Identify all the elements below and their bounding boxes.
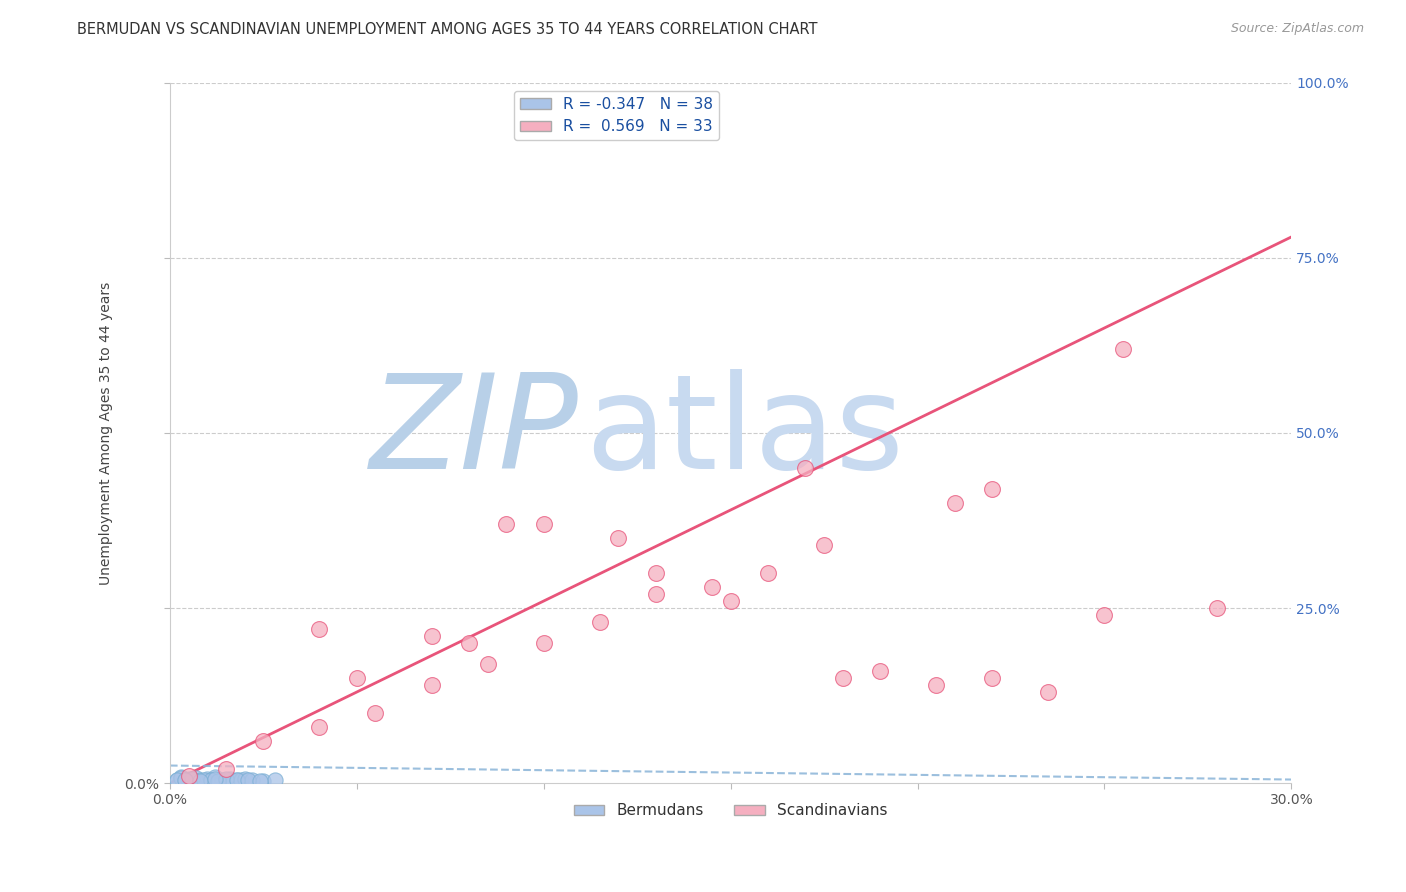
- Point: [215, 773, 238, 788]
- Point: [308, 720, 330, 734]
- Point: [222, 773, 245, 788]
- Point: [420, 678, 443, 692]
- Point: [177, 772, 200, 787]
- Point: [181, 772, 204, 786]
- Point: [700, 580, 723, 594]
- Point: [1038, 685, 1060, 699]
- Point: [364, 706, 387, 720]
- Point: [204, 771, 226, 785]
- Point: [181, 773, 204, 788]
- Point: [477, 657, 499, 671]
- Point: [193, 773, 215, 788]
- Point: [1112, 342, 1135, 356]
- Point: [249, 773, 271, 788]
- Point: [200, 772, 222, 787]
- Point: [458, 636, 481, 650]
- Point: [218, 772, 240, 786]
- Point: [193, 773, 215, 788]
- Point: [831, 671, 853, 685]
- Point: [184, 773, 207, 788]
- Point: [195, 772, 218, 786]
- Point: [308, 622, 330, 636]
- Point: [177, 769, 200, 783]
- Point: [869, 664, 891, 678]
- Point: [794, 461, 817, 475]
- Point: [170, 771, 193, 785]
- Point: [981, 671, 1004, 685]
- Point: [589, 615, 612, 629]
- Point: [166, 772, 188, 787]
- Point: [533, 636, 555, 650]
- Text: atlas: atlas: [585, 369, 904, 497]
- Point: [1205, 601, 1227, 615]
- Point: [981, 482, 1004, 496]
- Point: [207, 773, 229, 788]
- Text: BERMUDAN VS SCANDINAVIAN UNEMPLOYMENT AMONG AGES 35 TO 44 YEARS CORRELATION CHAR: BERMUDAN VS SCANDINAVIAN UNEMPLOYMENT AM…: [77, 22, 818, 37]
- Point: [420, 629, 443, 643]
- Point: [229, 773, 252, 788]
- Point: [813, 538, 835, 552]
- Point: [188, 773, 211, 788]
- Point: [252, 773, 274, 788]
- Point: [170, 771, 193, 785]
- Point: [925, 678, 948, 692]
- Point: [263, 772, 285, 787]
- Legend: Bermudans, Scandinavians: Bermudans, Scandinavians: [568, 797, 894, 824]
- Point: [173, 773, 195, 788]
- Point: [177, 772, 200, 786]
- Point: [226, 773, 249, 788]
- Point: [1094, 607, 1116, 622]
- Point: [756, 566, 779, 580]
- Point: [943, 496, 966, 510]
- Point: [240, 773, 263, 788]
- Point: [495, 516, 517, 531]
- Point: [166, 773, 188, 788]
- Point: [252, 734, 274, 748]
- Text: Source: ZipAtlas.com: Source: ZipAtlas.com: [1230, 22, 1364, 36]
- Point: [184, 771, 207, 785]
- Point: [607, 531, 630, 545]
- Text: ZIP: ZIP: [370, 369, 579, 497]
- Point: [204, 772, 226, 786]
- Point: [644, 587, 666, 601]
- Y-axis label: Unemployment Among Ages 35 to 44 years: Unemployment Among Ages 35 to 44 years: [100, 281, 114, 584]
- Point: [173, 772, 195, 787]
- Point: [173, 773, 195, 788]
- Point: [226, 772, 249, 787]
- Point: [346, 671, 368, 685]
- Point: [644, 566, 666, 580]
- Point: [188, 772, 211, 787]
- Point: [238, 772, 260, 787]
- Point: [215, 772, 238, 786]
- Point: [200, 773, 222, 788]
- Point: [720, 594, 742, 608]
- Point: [233, 772, 256, 786]
- Point: [207, 773, 229, 788]
- Point: [533, 516, 555, 531]
- Point: [211, 772, 233, 787]
- Point: [215, 762, 238, 776]
